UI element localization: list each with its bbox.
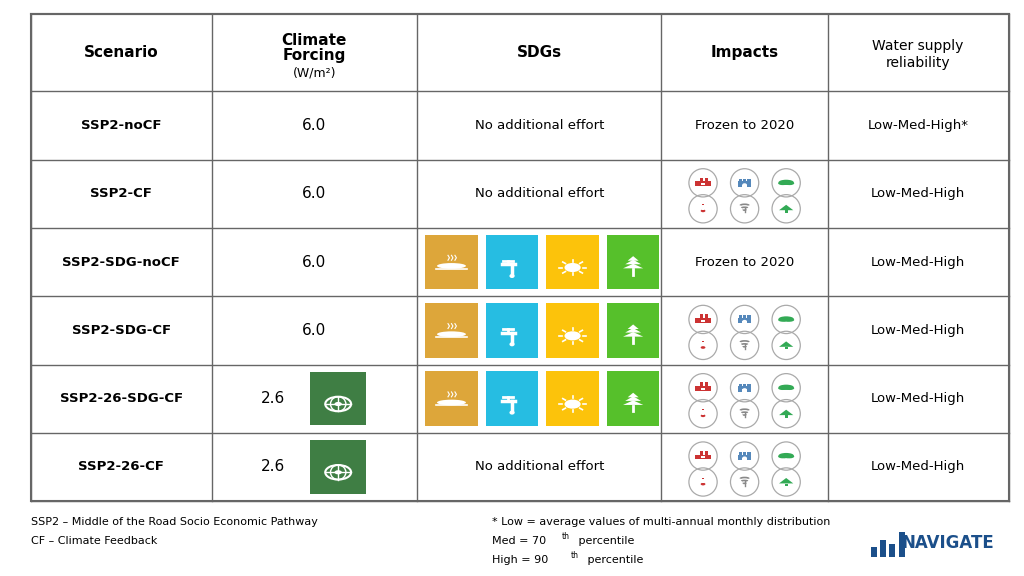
Text: 7: 7 (550, 376, 554, 381)
Text: Scenario: Scenario (84, 46, 159, 60)
Text: High = 90: High = 90 (492, 555, 548, 565)
Text: CLEAN WATER
AND SANITATION: CLEAN WATER AND SANITATION (509, 306, 540, 314)
Text: Low-Med-High: Low-Med-High (871, 256, 966, 268)
Text: 6.0: 6.0 (302, 255, 327, 270)
Text: Med = 70: Med = 70 (492, 536, 546, 547)
Text: Climate: Climate (282, 33, 347, 48)
Text: Forcing: Forcing (283, 48, 346, 63)
Text: No additional effort: No additional effort (474, 460, 604, 473)
Text: 2.6: 2.6 (261, 391, 286, 406)
Text: CLEAN WATER
AND SANITATION: CLEAN WATER AND SANITATION (509, 237, 540, 246)
Text: th: th (561, 532, 569, 541)
Text: 6: 6 (489, 376, 494, 381)
Text: CLIMATE
ACTION: CLIMATE ACTION (336, 375, 350, 383)
Text: Low-Med-High: Low-Med-High (871, 460, 966, 473)
Text: * Low = average values of multi-annual monthly distribution: * Low = average values of multi-annual m… (492, 517, 829, 528)
Text: reliability: reliability (886, 56, 950, 70)
Text: 6.0: 6.0 (302, 118, 327, 133)
Text: Water supply: Water supply (872, 39, 964, 53)
Text: CO₂: CO₂ (781, 385, 791, 390)
Text: percentile: percentile (575, 536, 635, 547)
Text: 13: 13 (314, 445, 323, 450)
Text: 15: 15 (610, 376, 618, 381)
Text: Frozen to 2020: Frozen to 2020 (695, 119, 795, 132)
Text: SSP2-SDG-noCF: SSP2-SDG-noCF (62, 256, 180, 268)
Text: AFFORDABLE AND
CLEAN ENERGY: AFFORDABLE AND CLEAN ENERGY (570, 306, 602, 314)
Text: SSP2-SDG-CF: SSP2-SDG-CF (72, 324, 171, 337)
Text: ZERO
HUNGER: ZERO HUNGER (449, 306, 464, 314)
Text: SSP2-CF: SSP2-CF (90, 187, 153, 200)
Text: AFFORDABLE AND
CLEAN ENERGY: AFFORDABLE AND CLEAN ENERGY (570, 237, 602, 246)
Text: percentile: percentile (584, 555, 643, 565)
Text: Frozen to 2020: Frozen to 2020 (695, 256, 795, 268)
Text: SSP2-noCF: SSP2-noCF (81, 119, 162, 132)
Text: Low-Med-High: Low-Med-High (871, 324, 966, 337)
Text: CLEAN WATER
AND SANITATION: CLEAN WATER AND SANITATION (509, 374, 540, 382)
Text: SSP2 – Middle of the Road Socio Economic Pathway: SSP2 – Middle of the Road Socio Economic… (31, 517, 317, 528)
Text: AFFORDABLE AND
CLEAN ENERGY: AFFORDABLE AND CLEAN ENERGY (570, 374, 602, 382)
Text: CO₂: CO₂ (781, 316, 791, 321)
Text: No additional effort: No additional effort (474, 187, 604, 200)
Text: Low-Med-High: Low-Med-High (871, 392, 966, 405)
Text: 15: 15 (610, 308, 618, 312)
Text: CF – Climate Feedback: CF – Climate Feedback (31, 536, 157, 547)
Text: CLIMATE
ACTION: CLIMATE ACTION (336, 443, 350, 452)
Text: ZERO
HUNGER: ZERO HUNGER (449, 237, 464, 246)
Text: 6: 6 (489, 308, 494, 312)
Text: 15: 15 (610, 239, 618, 244)
Text: CO₂: CO₂ (781, 453, 791, 458)
Text: Low-Med-High: Low-Med-High (871, 187, 966, 200)
Text: 13: 13 (314, 376, 323, 381)
Text: No additional effort: No additional effort (474, 119, 604, 132)
Text: th: th (570, 551, 579, 560)
Text: NAVIGATE: NAVIGATE (901, 534, 994, 552)
Text: 2: 2 (429, 308, 433, 312)
Text: 6.0: 6.0 (302, 323, 327, 338)
Text: Impacts: Impacts (711, 46, 778, 60)
Text: 6.0: 6.0 (302, 186, 327, 201)
Text: 6: 6 (489, 239, 494, 244)
Text: CO₂: CO₂ (781, 180, 791, 185)
Text: Low-Med-High*: Low-Med-High* (867, 119, 969, 132)
Text: (W/m²): (W/m²) (293, 66, 336, 79)
Text: SSP2-26-SDG-CF: SSP2-26-SDG-CF (59, 392, 182, 405)
Text: 7: 7 (550, 308, 554, 312)
Text: LIFE
ON LAND: LIFE ON LAND (631, 374, 646, 382)
Text: ZERO
HUNGER: ZERO HUNGER (449, 374, 464, 382)
Text: 2.6: 2.6 (261, 460, 286, 475)
Text: SSP2-26-CF: SSP2-26-CF (78, 460, 164, 473)
Text: 2: 2 (429, 376, 433, 381)
Text: SDGs: SDGs (517, 46, 562, 60)
Text: 2: 2 (429, 239, 433, 244)
Text: LIFE
ON LAND: LIFE ON LAND (631, 237, 646, 246)
Text: LIFE
ON LAND: LIFE ON LAND (631, 306, 646, 314)
Text: 7: 7 (550, 239, 554, 244)
